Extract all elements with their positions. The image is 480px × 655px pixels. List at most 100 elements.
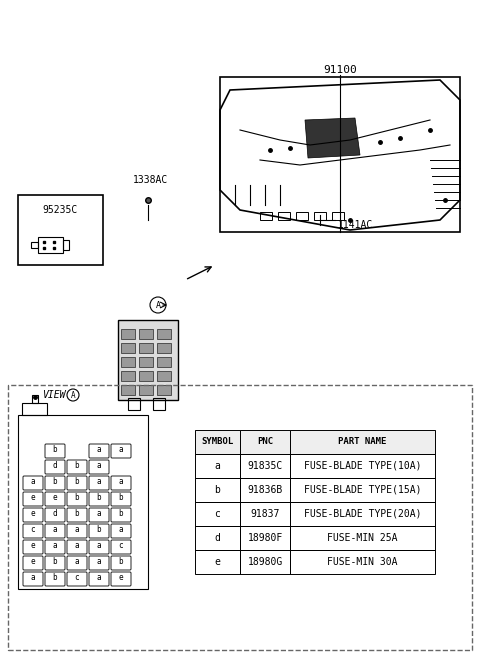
Text: b: b (53, 574, 57, 582)
Bar (118, 320, 178, 400)
Text: a: a (215, 461, 220, 471)
Bar (139, 357, 153, 367)
Text: b: b (119, 510, 123, 519)
Text: c: c (215, 509, 220, 519)
Text: VIEW: VIEW (42, 390, 65, 400)
Bar (290, 502, 435, 526)
Text: a: a (53, 525, 57, 534)
Text: b: b (53, 557, 57, 567)
Text: d: d (53, 510, 57, 519)
Bar (240, 430, 290, 454)
Bar (332, 212, 344, 220)
Text: a: a (75, 557, 79, 567)
Bar (128, 398, 140, 410)
Text: FUSE-BLADE TYPE(10A): FUSE-BLADE TYPE(10A) (304, 461, 421, 471)
Bar (220, 77, 460, 232)
Bar (38, 237, 63, 253)
Bar (195, 526, 240, 550)
Bar (314, 212, 326, 220)
Bar (195, 502, 240, 526)
Text: e: e (31, 542, 36, 550)
Bar (157, 371, 171, 381)
Bar (195, 430, 240, 454)
Text: e: e (31, 493, 36, 502)
Text: 91100: 91100 (323, 65, 357, 75)
Bar (296, 212, 308, 220)
Text: b: b (119, 493, 123, 502)
Bar (139, 371, 153, 381)
Bar (290, 526, 435, 550)
Bar (139, 329, 153, 339)
Bar (157, 385, 171, 395)
Bar (63, 240, 69, 250)
Text: a: a (96, 462, 101, 470)
Text: e: e (119, 574, 123, 582)
Bar (157, 329, 171, 339)
Bar (121, 385, 135, 395)
Text: SYMBOL: SYMBOL (202, 438, 234, 447)
Text: b: b (53, 477, 57, 487)
Text: a: a (96, 510, 101, 519)
Text: d: d (53, 462, 57, 470)
Bar (260, 212, 272, 220)
Bar (31, 242, 38, 248)
Text: a: a (96, 542, 101, 550)
Text: a: a (119, 445, 123, 455)
Bar (121, 357, 135, 367)
Bar (195, 550, 240, 574)
Text: c: c (119, 542, 123, 550)
Bar (240, 478, 290, 502)
Bar (153, 398, 165, 410)
Text: 18980G: 18980G (247, 557, 283, 567)
Bar (240, 454, 290, 478)
Text: a: a (75, 542, 79, 550)
Text: b: b (75, 462, 79, 470)
Bar (278, 212, 290, 220)
Bar (157, 357, 171, 367)
Text: 18980F: 18980F (247, 533, 283, 543)
Text: b: b (215, 485, 220, 495)
Text: c: c (31, 525, 36, 534)
Text: 1141AC: 1141AC (337, 220, 372, 230)
Bar (157, 343, 171, 353)
Bar (195, 454, 240, 478)
Bar (139, 385, 153, 395)
Text: a: a (96, 477, 101, 487)
Text: FUSE-MIN 25A: FUSE-MIN 25A (327, 533, 398, 543)
Text: FUSE-BLADE TYPE(15A): FUSE-BLADE TYPE(15A) (304, 485, 421, 495)
Text: a: a (96, 445, 101, 455)
Bar (290, 430, 435, 454)
Text: b: b (75, 510, 79, 519)
Text: 91837: 91837 (250, 509, 280, 519)
Bar (240, 526, 290, 550)
Text: 1338AC: 1338AC (132, 175, 168, 185)
Bar (22, 403, 47, 415)
Text: PNC: PNC (257, 438, 273, 447)
Text: FUSE-BLADE TYPE(20A): FUSE-BLADE TYPE(20A) (304, 509, 421, 519)
Text: 91835C: 91835C (247, 461, 283, 471)
Bar (121, 371, 135, 381)
Text: d: d (215, 533, 220, 543)
Text: b: b (53, 445, 57, 455)
Bar (195, 478, 240, 502)
Bar (290, 550, 435, 574)
Text: A: A (156, 301, 160, 310)
Polygon shape (305, 118, 360, 158)
Text: b: b (75, 493, 79, 502)
Text: e: e (53, 493, 57, 502)
Text: e: e (31, 510, 36, 519)
Text: b: b (96, 525, 101, 534)
Text: FUSE-MIN 30A: FUSE-MIN 30A (327, 557, 398, 567)
Text: a: a (31, 574, 36, 582)
Bar (240, 502, 290, 526)
Bar (121, 329, 135, 339)
Text: a: a (75, 525, 79, 534)
Text: 95235C: 95235C (42, 205, 78, 215)
Text: a: a (119, 525, 123, 534)
Text: 91836B: 91836B (247, 485, 283, 495)
Text: A: A (71, 390, 75, 400)
Text: e: e (31, 557, 36, 567)
Text: a: a (119, 477, 123, 487)
Bar (290, 478, 435, 502)
Text: a: a (96, 574, 101, 582)
